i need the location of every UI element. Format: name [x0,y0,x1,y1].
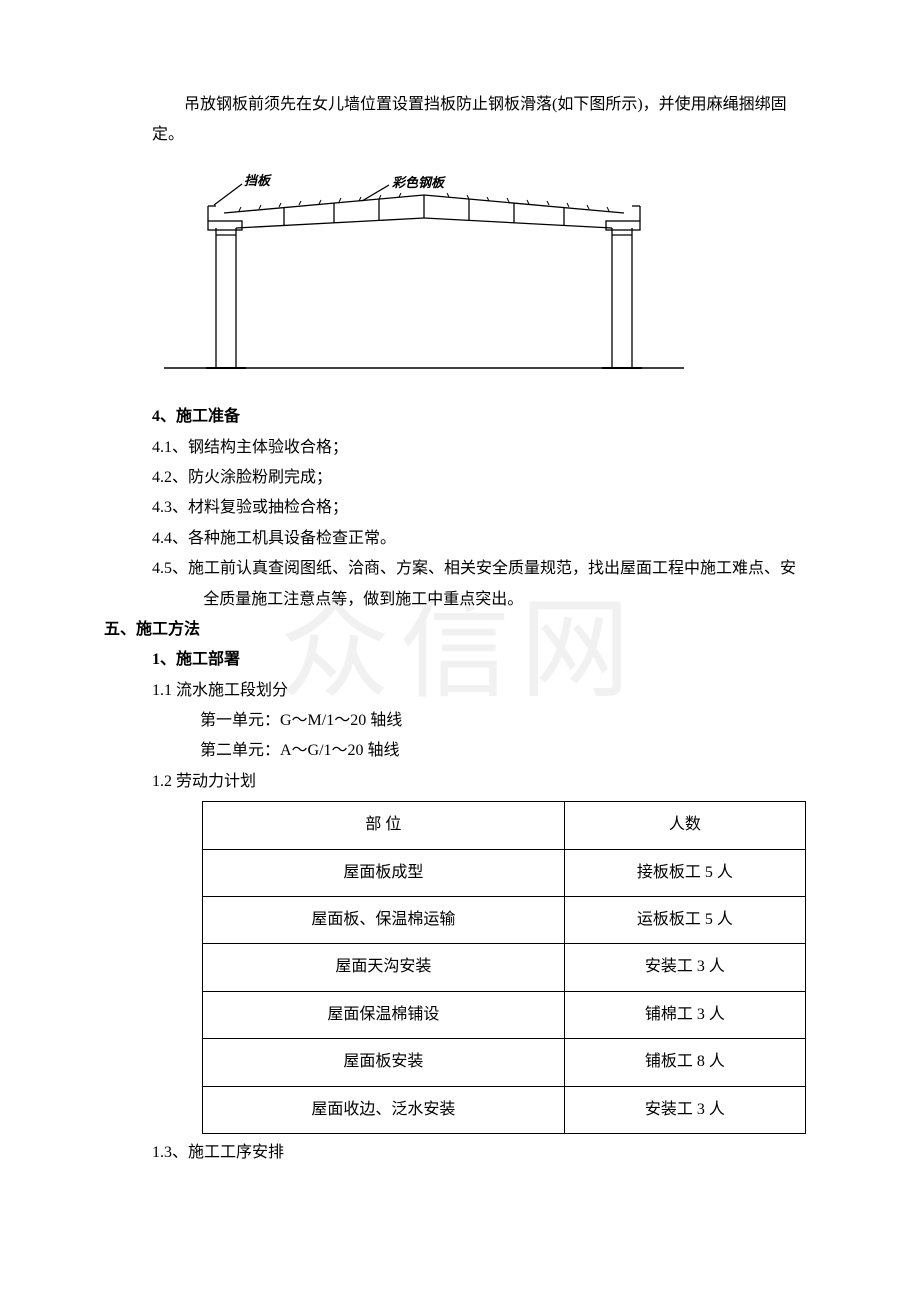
sec4-title: 4、施工准备 [152,402,804,432]
table-cell-count: 安装工 3 人 [564,944,805,991]
table-cell-pos: 屋面板安装 [203,1039,565,1086]
table-cell-count: 铺板工 8 人 [564,1039,805,1086]
sec5-unit1: 第一单元：G～M/1～20 轴线 [200,706,804,736]
table-row: 屋面收边、泛水安装 安装工 3 人 [203,1086,806,1133]
sec5-item-1-3: 1.3、施工工序安排 [152,1138,804,1168]
sec5-item-1-2: 1.2 劳动力计划 [152,767,804,797]
table-cell-pos: 屋面板、保温棉运输 [203,897,565,944]
sec4-item-4: 4.4、各种施工机具设备检查正常。 [152,524,804,554]
document-content: 吊放钢板前须先在女儿墙位置设置挡板防止钢板滑落(如下图所示)，并使用麻绳捆绑固定… [104,90,804,1168]
table-row: 屋面保温棉铺设 铺棉工 3 人 [203,991,806,1038]
intro-paragraph: 吊放钢板前须先在女儿墙位置设置挡板防止钢板滑落(如下图所示)，并使用麻绳捆绑固定… [152,90,804,151]
table-row: 屋面板、保温棉运输 运板板工 5 人 [203,897,806,944]
table-cell-pos: 屋面收边、泛水安装 [203,1086,565,1133]
table-cell-count: 接板板工 5 人 [564,849,805,896]
table-row: 屋面天沟安装 安装工 3 人 [203,944,806,991]
table-row: 屋面板安装 铺板工 8 人 [203,1039,806,1086]
table-cell-count: 运板板工 5 人 [564,897,805,944]
sec5-unit2: 第二单元：A～G/1～20 轴线 [200,736,804,766]
table-cell-count: 铺棉工 3 人 [564,991,805,1038]
sec5-sub1-title: 1、施工部署 [152,645,804,675]
table-header-pos: 部 位 [203,802,565,849]
sec5-title: 五、施工方法 [104,615,804,645]
sec4-item-2: 4.2、防火涂脸粉刷完成； [152,463,804,493]
diagram-label-left: 挡板 [244,173,272,188]
table-cell-pos: 屋面保温棉铺设 [203,991,565,1038]
table-header-count: 人数 [564,802,805,849]
sec4-item-1: 4.1、钢结构主体验收合格； [152,433,804,463]
table-cell-pos: 屋面天沟安装 [203,944,565,991]
table-cell-count: 安装工 3 人 [564,1086,805,1133]
table-row: 屋面板成型 接板板工 5 人 [203,849,806,896]
labor-table: 部 位 人数 屋面板成型 接板板工 5 人 屋面板、保温棉运输 运板板工 5 人… [202,801,806,1134]
sec4-item-5: 4.5、施工前认真查阅图纸、洽商、方案、相关安全质量规范，找出屋面工程中施工难点… [152,554,804,615]
table-cell-pos: 屋面板成型 [203,849,565,896]
table-header-row: 部 位 人数 [203,802,806,849]
sec5-item-1-1: 1.1 流水施工段划分 [152,676,804,706]
sec4-item-3: 4.3、材料复验或抽检合格； [152,493,804,523]
diagram-label-right: 彩色钢板 [392,175,446,190]
roof-diagram: 挡板 彩色钢板 [164,173,804,384]
